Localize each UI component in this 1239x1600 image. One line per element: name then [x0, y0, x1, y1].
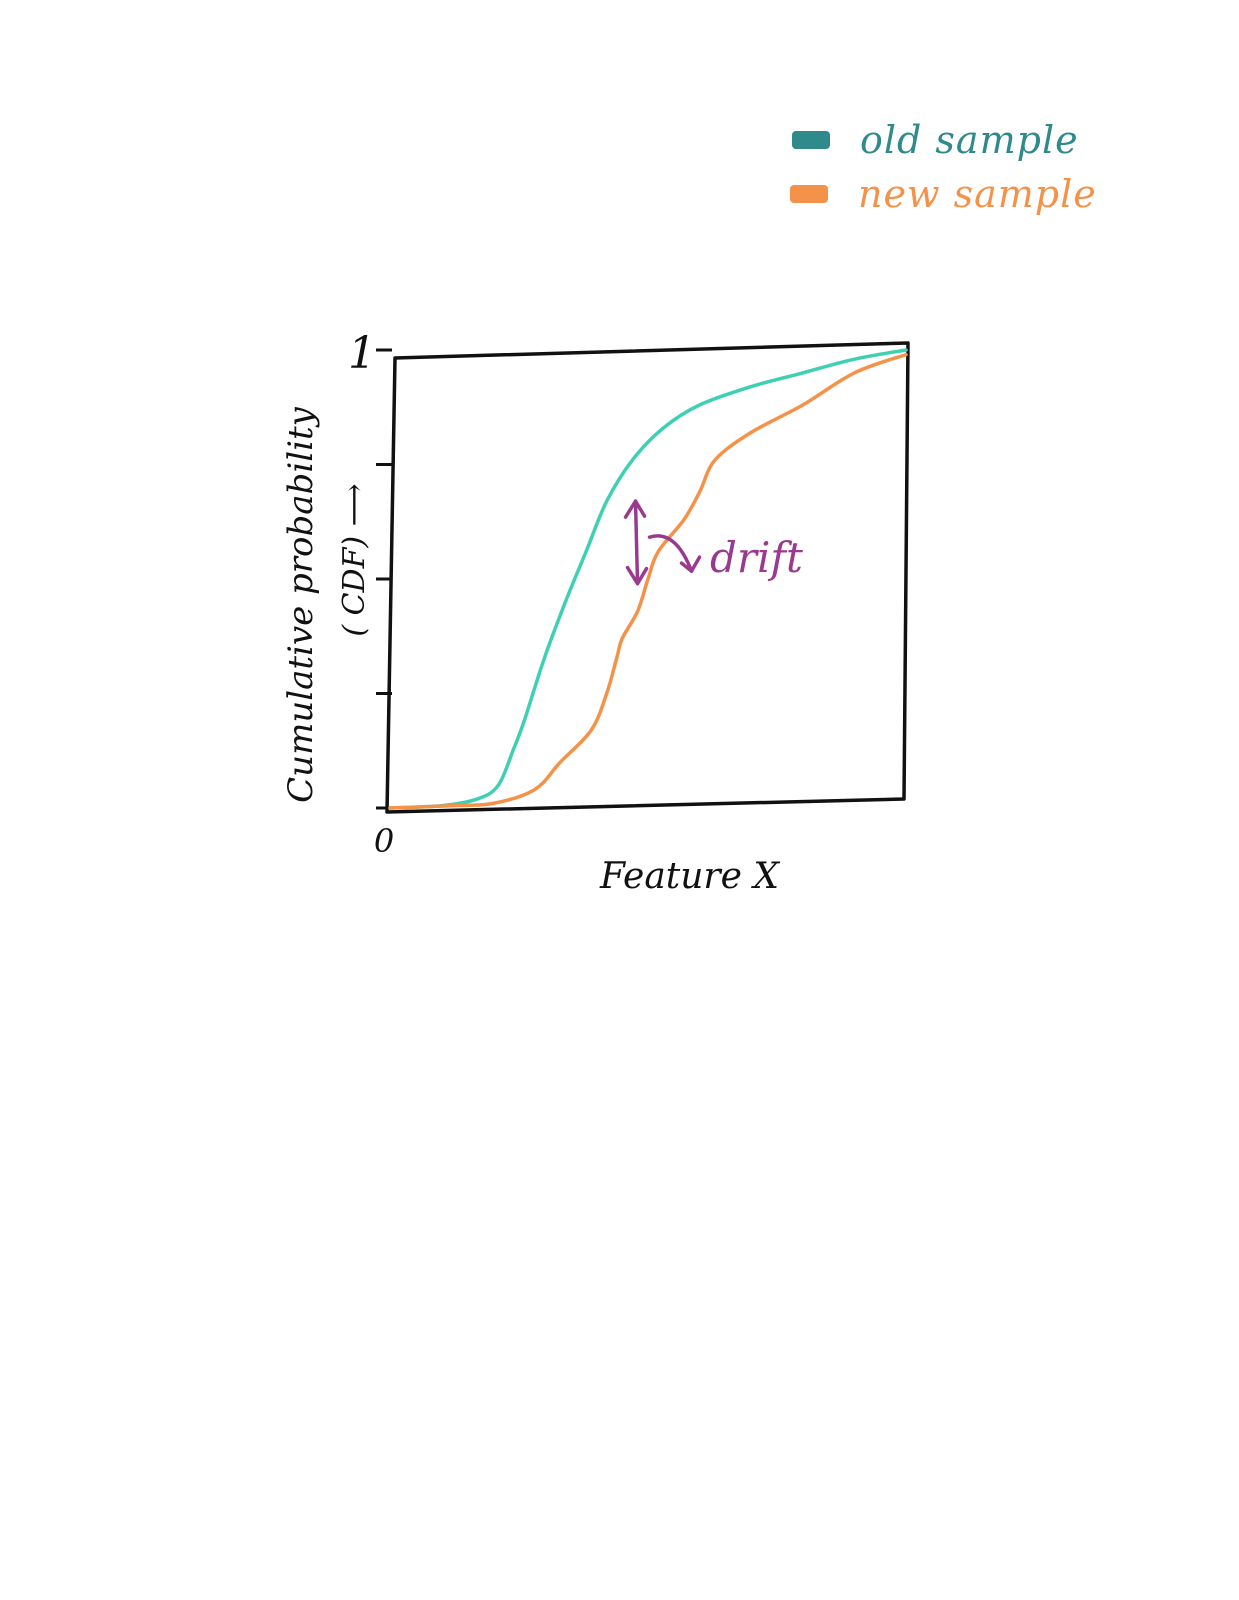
- drift-label: drift: [710, 533, 803, 582]
- legend-swatch-old-sample: [792, 131, 830, 149]
- y-axis-label-line2: ( CDF) ⟶: [337, 483, 372, 636]
- legend-item-new-sample: new sample: [790, 172, 1097, 216]
- series-line-new-sample: [388, 352, 908, 810]
- drift-annotation: drift: [623, 499, 803, 586]
- drift-pointer-arrow: [647, 534, 694, 573]
- drift-arrow-head-top: [623, 499, 647, 519]
- plot-frame: [385, 341, 910, 814]
- drift-arrow-head-bottom: [625, 565, 649, 586]
- drift-double-arrow-shaft: [633, 499, 640, 586]
- y-tick-labels: 01: [348, 328, 394, 860]
- series-layer: [388, 348, 908, 810]
- series-line-old-sample: [388, 348, 908, 810]
- legend-label-old-sample: old sample: [860, 118, 1079, 162]
- y-axis-label-line1: Cumulative probability: [281, 406, 321, 802]
- y-tick-label-1: 1: [348, 328, 376, 379]
- legend-item-old-sample: old sample: [792, 118, 1079, 162]
- legend-swatch-new-sample: [790, 185, 828, 203]
- y-tick-label-0: 0: [374, 822, 394, 860]
- x-axis-label: Feature X: [599, 856, 780, 897]
- legend-label-new-sample: new sample: [858, 172, 1097, 216]
- drift-pointer-arrow-head: [679, 555, 702, 573]
